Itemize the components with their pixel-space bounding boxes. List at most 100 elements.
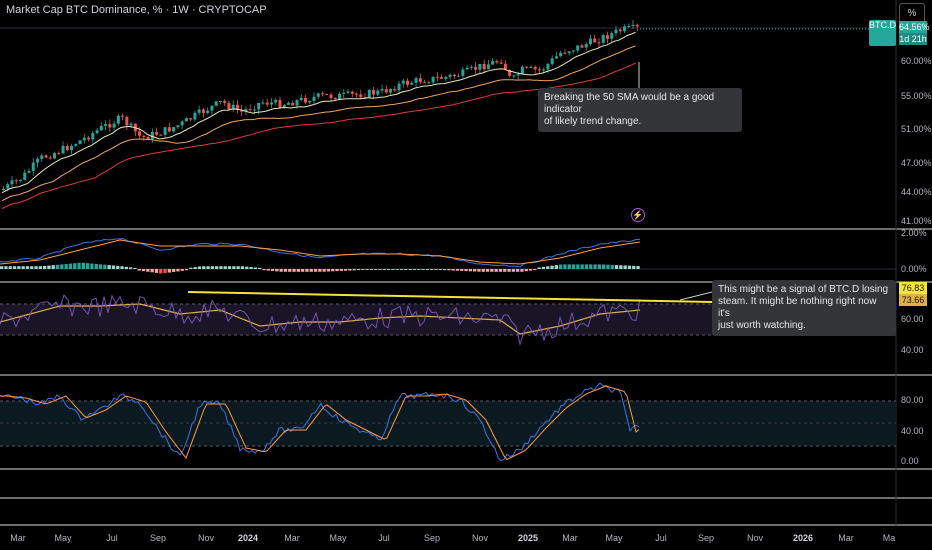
macd-bar xyxy=(498,269,503,272)
price-candle xyxy=(418,73,422,85)
macd-bar xyxy=(507,269,511,272)
price-candle xyxy=(14,178,18,185)
rsi-line xyxy=(0,294,641,346)
stoch-d-line xyxy=(0,385,640,461)
price-candle xyxy=(393,86,397,93)
macd-bar xyxy=(206,266,210,269)
macd-bar xyxy=(326,269,331,272)
macd-bar xyxy=(60,264,64,269)
price-candle xyxy=(491,58,495,65)
macd-bar xyxy=(197,266,202,269)
time-axis-label: 2026 xyxy=(792,533,814,543)
macd-bar xyxy=(283,269,288,272)
price-candle xyxy=(57,151,61,156)
macd-bar xyxy=(193,267,197,269)
price-candle xyxy=(567,51,571,56)
macd-axis-label: 0.00% xyxy=(901,264,927,274)
sma-annotation[interactable]: Breaking the 50 SMA would be a good indi… xyxy=(538,88,742,132)
macd-bar xyxy=(86,263,90,269)
macd-bar xyxy=(563,264,567,269)
price-candle xyxy=(469,65,473,70)
price-candle xyxy=(193,110,197,122)
macd-bar xyxy=(623,265,627,269)
percent-scale-button[interactable]: % xyxy=(899,3,925,23)
price-candle xyxy=(563,49,567,55)
price-candle xyxy=(610,31,614,43)
price-candle xyxy=(537,66,541,75)
macd-bar xyxy=(442,269,447,271)
sma-short-line xyxy=(1,31,636,194)
price-candle xyxy=(142,135,146,142)
chart-title[interactable]: Market Cap BTC Dominance, % · 1W · CRYPT… xyxy=(6,4,267,16)
macd-bar xyxy=(576,264,580,269)
price-candle xyxy=(36,156,40,168)
price-axis-label: 51.00% xyxy=(901,124,932,134)
macd-bar xyxy=(571,264,576,269)
price-candle xyxy=(2,185,5,191)
price-candle xyxy=(448,73,452,80)
macd-bar xyxy=(614,265,619,269)
time-axis-label: May xyxy=(605,533,623,543)
sma-50-line xyxy=(1,62,636,210)
macd-bar xyxy=(202,266,206,269)
price-candle xyxy=(342,89,346,99)
macd-bar xyxy=(490,269,494,272)
macd-bar xyxy=(550,265,554,269)
macd-bar xyxy=(313,269,318,272)
macd-bar xyxy=(503,269,507,272)
macd-bar xyxy=(73,263,77,269)
macd-bar xyxy=(619,265,623,269)
price-candle xyxy=(478,63,482,74)
rsi-annotation[interactable]: This might be a signal of BTC.D losing s… xyxy=(712,280,896,336)
price-candles xyxy=(2,19,639,192)
price-candle xyxy=(31,157,35,176)
price-candle xyxy=(78,139,82,145)
macd-bar xyxy=(64,263,68,269)
time-axis-label: Mar xyxy=(562,533,578,543)
macd-bar xyxy=(425,269,429,270)
macd-bar xyxy=(382,269,386,270)
macd-bar xyxy=(25,266,30,269)
macd-bar xyxy=(365,269,369,270)
macd-bar xyxy=(356,269,361,271)
price-candle xyxy=(112,120,116,131)
sma-mid-line xyxy=(1,45,636,202)
macd-bar xyxy=(120,266,124,269)
price-candle xyxy=(452,73,456,79)
price-candle xyxy=(189,117,193,122)
macd-bar xyxy=(34,266,38,269)
macd-bar xyxy=(301,269,305,272)
lightning-icon[interactable]: ⚡ xyxy=(631,208,645,222)
macd-bar xyxy=(81,262,85,269)
stoch-axis-label: 40.00 xyxy=(901,426,924,436)
rsi-trendline[interactable] xyxy=(187,291,713,303)
macd-bar xyxy=(116,265,120,269)
price-candle xyxy=(291,100,295,106)
macd-bar xyxy=(4,266,8,269)
price-candle xyxy=(593,34,597,43)
price-candle xyxy=(503,60,507,71)
price-candle xyxy=(329,92,333,101)
price-candle xyxy=(457,73,461,77)
last-price-tag: 64.56% xyxy=(899,21,930,33)
macd-bar xyxy=(296,269,300,272)
price-candle xyxy=(614,25,618,37)
sma-annotation-line: of likely trend change. xyxy=(544,116,642,127)
price-candle xyxy=(197,105,201,116)
macd-bar xyxy=(21,266,25,269)
time-axis-label: Mar xyxy=(284,533,300,543)
sma-annotation-line: Breaking the 50 SMA would be a good indi… xyxy=(544,92,715,115)
macd-bar xyxy=(176,269,180,272)
time-axis-label: Mar xyxy=(838,533,854,543)
time-axis-label: May xyxy=(54,533,72,543)
macd-bar xyxy=(481,269,485,272)
macd-bar xyxy=(468,269,472,272)
price-candle xyxy=(116,114,120,126)
macd-bar xyxy=(331,269,335,272)
price-candle xyxy=(380,84,384,94)
price-candle xyxy=(23,169,27,181)
price-candle xyxy=(146,135,150,140)
price-candle xyxy=(384,85,388,94)
price-candle xyxy=(627,23,631,28)
